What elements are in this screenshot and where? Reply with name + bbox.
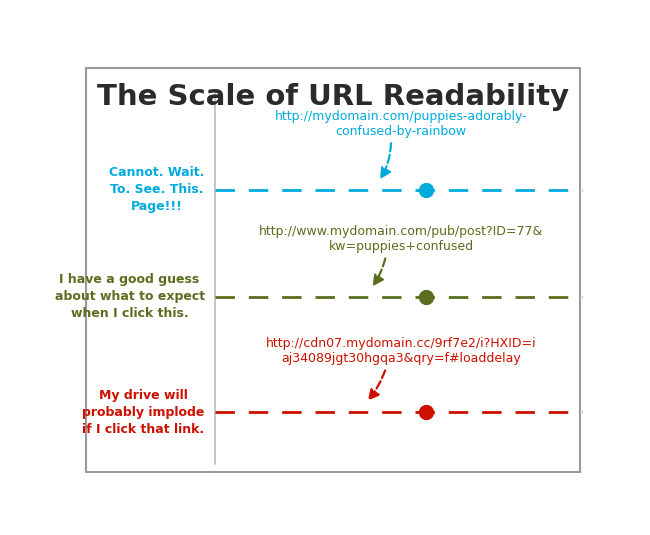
Text: I have a good guess
about what to expect
when I click this.: I have a good guess about what to expect… — [55, 273, 205, 320]
Text: Cannot. Wait.
To. See. This.
Page!!!: Cannot. Wait. To. See. This. Page!!! — [109, 166, 205, 213]
Text: http://mydomain.com/puppies-adorably-
confused-by-rainbow: http://mydomain.com/puppies-adorably- co… — [275, 110, 527, 138]
Text: http://cdn07.mydomain.cc/9rf7e2/i?HXID=i
aj34089jgt30hgqa3&qry=f#loaddelay: http://cdn07.mydomain.cc/9rf7e2/i?HXID=i… — [266, 337, 536, 364]
Text: My drive will
probably implode
if I click that link.: My drive will probably implode if I clic… — [83, 389, 205, 436]
Text: The Scale of URL Readability: The Scale of URL Readability — [97, 83, 569, 111]
Text: http://www.mydomain.com/pub/post?ID=77&
kw=puppies+confused: http://www.mydomain.com/pub/post?ID=77& … — [259, 225, 543, 253]
